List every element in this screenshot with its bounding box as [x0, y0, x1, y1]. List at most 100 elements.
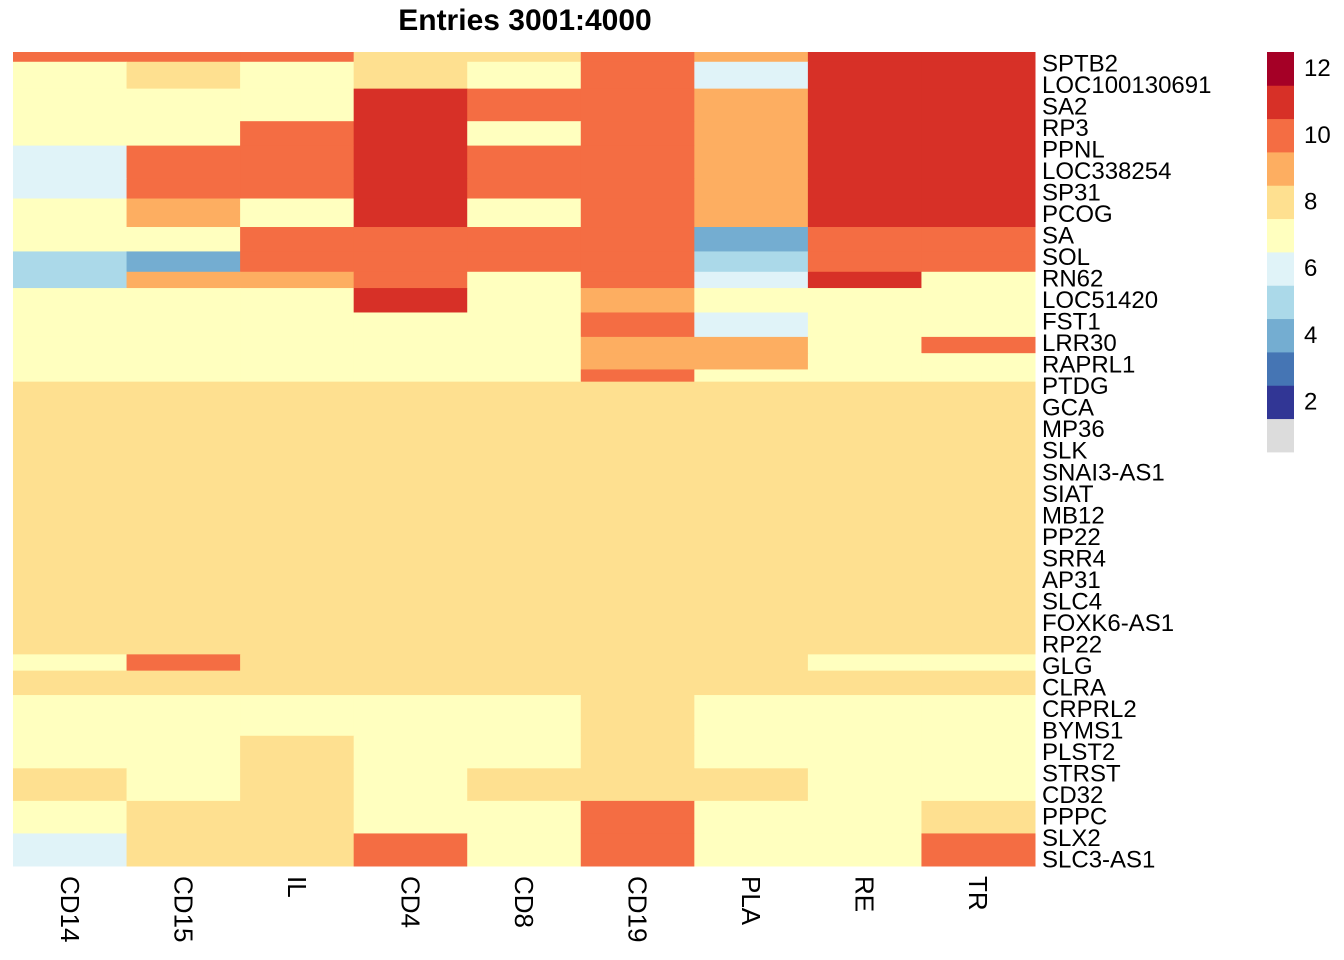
heatmap-cell-re-seg-17	[807, 670, 922, 696]
heatmap-cell-cd14-seg-16	[13, 654, 128, 672]
heatmap-cell-cd14-seg-14	[13, 369, 128, 383]
heatmap-cell-cd8-seg-21	[467, 800, 582, 834]
heatmap-cell-cd19-seg-20	[580, 768, 695, 802]
heatmap-cell-re-seg-13	[807, 353, 922, 370]
row-label: FST1	[1042, 309, 1101, 336]
heatmap-cell-cd14-seg-8	[13, 251, 128, 273]
heatmap-cell-re-seg-10	[807, 288, 922, 313]
heatmap-cell-tr-seg-3	[921, 121, 1036, 147]
row-label: PPNL	[1042, 137, 1105, 164]
row-label: LOC100130691	[1042, 72, 1211, 99]
heatmap-cell-cd15-seg-8	[126, 251, 241, 273]
heatmap-cell-cd14-seg-15	[13, 381, 128, 655]
heatmap-cell-cd4-seg-5	[353, 178, 468, 200]
row-label: SLK	[1042, 438, 1087, 465]
heatmap-cell-il-seg-2	[240, 88, 355, 122]
heatmap-cell-cd8-seg-20	[467, 768, 582, 802]
heatmap-cell-pla-seg-17	[694, 670, 809, 696]
row-label: SP31	[1042, 180, 1101, 207]
heatmap-cell-cd14-seg-4	[13, 145, 128, 179]
heatmap-cell-cd8-seg-5	[467, 178, 582, 200]
heatmap-cell-cd8-seg-3	[467, 121, 582, 147]
heatmap-cell-re-seg-22	[807, 833, 922, 867]
heatmap-cell-il-seg-16	[240, 654, 355, 672]
heatmap-cell-cd19-seg-11	[580, 312, 695, 338]
heatmap-cell-cd19-seg-17	[580, 670, 695, 696]
row-label: STRST	[1042, 760, 1121, 787]
heatmap-cell-cd8-seg-15	[467, 381, 582, 655]
heatmap-cell-cd4-seg-4	[353, 145, 468, 179]
heatmap-cell-cd14-seg-19	[13, 735, 128, 769]
heatmap-cell-cd8-seg-10	[467, 288, 582, 313]
heatmap-cell-tr-seg-16	[921, 654, 1036, 672]
heatmap-cell-pla-seg-21	[694, 800, 809, 834]
heatmap-cell-pla-seg-7	[694, 227, 809, 252]
row-label: MP36	[1042, 416, 1105, 443]
heatmap-cell-pla-seg-13	[694, 353, 809, 370]
row-label: SIAT	[1042, 481, 1094, 508]
heatmap-cell-cd15-seg-22	[126, 833, 241, 867]
heatmap-cell-cd8-seg-2	[467, 88, 582, 122]
heatmap-cell-tr-seg-7	[921, 227, 1036, 252]
heatmap-cell-cd15-seg-17	[126, 670, 241, 696]
heatmap-cell-pla-seg-8	[694, 251, 809, 273]
heatmap-cell-cd19-seg-19	[580, 735, 695, 769]
chart-title: Entries 3001:4000	[398, 4, 652, 37]
heatmap-cell-pla-seg-12	[694, 336, 809, 354]
heatmap-cell-cd19-seg-5	[580, 178, 695, 200]
heatmap-cell-cd4-seg-8	[353, 251, 468, 273]
heatmap-cell-re-seg-18	[807, 695, 922, 737]
heatmap-cell-re-seg-7	[807, 227, 922, 252]
column-label-cd15: CD15	[168, 876, 198, 942]
legend-tick-label: 2	[1304, 389, 1317, 416]
heatmap-cell-cd8-seg-9	[467, 271, 582, 289]
heatmap-cell-re-seg-12	[807, 336, 922, 354]
heatmap-cell-il-seg-8	[240, 251, 355, 273]
heatmap-cell-cd4-seg-9	[353, 271, 468, 289]
heatmap-cell-il-seg-13	[240, 353, 355, 370]
heatmap-cell-cd19-seg-6	[580, 198, 695, 228]
legend-swatch	[1267, 185, 1294, 220]
heatmap-cell-cd8-seg-18	[467, 695, 582, 737]
heatmap-cell-cd14-seg-0	[13, 52, 128, 63]
heatmap-cell-cd14-seg-17	[13, 670, 128, 696]
heatmap-cell-re-seg-15	[807, 381, 922, 655]
heatmap-cell-pla-seg-15	[694, 381, 809, 655]
heatmap-cell-cd8-seg-19	[467, 735, 582, 769]
legend-swatch	[1267, 418, 1294, 453]
row-label: SLX2	[1042, 825, 1101, 852]
heatmap-cell-tr-seg-18	[921, 695, 1036, 737]
heatmap-cell-pla-seg-5	[694, 178, 809, 200]
heatmap-cell-tr-seg-2	[921, 88, 1036, 122]
heatmap-cell-il-seg-3	[240, 121, 355, 147]
row-label: SPTB2	[1042, 51, 1118, 78]
row-label: PCOG	[1042, 201, 1113, 228]
heatmap-cell-pla-seg-2	[694, 88, 809, 122]
heatmap-cell-cd15-seg-19	[126, 735, 241, 769]
row-labels: SPTB2LOC100130691SA2RP3PPNLLOC338254SP31…	[1042, 51, 1211, 874]
heatmap-cell-cd19-seg-1	[580, 61, 695, 90]
column-label-cd8: CD8	[509, 876, 539, 928]
heatmap-cell-cd4-seg-0	[353, 52, 468, 63]
legend-tick-label: 4	[1304, 322, 1317, 349]
heatmap-cell-cd4-seg-1	[353, 61, 468, 90]
heatmap-cell-cd4-seg-15	[353, 381, 468, 655]
heatmap-cell-cd8-seg-14	[467, 369, 582, 383]
heatmap-cell-cd4-seg-17	[353, 670, 468, 696]
heatmap-cell-tr-seg-15	[921, 381, 1036, 655]
heatmap-cell-cd14-seg-10	[13, 288, 128, 313]
legend-tick-label: 12	[1304, 55, 1331, 82]
row-label: PTDG	[1042, 373, 1109, 400]
column-label-re: RE	[850, 876, 880, 912]
heatmap-cell-cd4-seg-3	[353, 121, 468, 147]
heatmap-cell-cd19-seg-9	[580, 271, 695, 289]
heatmap-cell-tr-seg-14	[921, 369, 1036, 383]
heatmap-cell-tr-seg-0	[921, 52, 1036, 63]
row-label: PPPC	[1042, 804, 1107, 831]
heatmap-cell-tr-seg-9	[921, 271, 1036, 289]
heatmap-cell-cd14-seg-12	[13, 336, 128, 354]
heatmap-cell-tr-seg-5	[921, 178, 1036, 200]
heatmap-cell-cd19-seg-4	[580, 145, 695, 179]
heatmap-cell-cd8-seg-7	[467, 227, 582, 252]
heatmap-cell-re-seg-1	[807, 61, 922, 90]
